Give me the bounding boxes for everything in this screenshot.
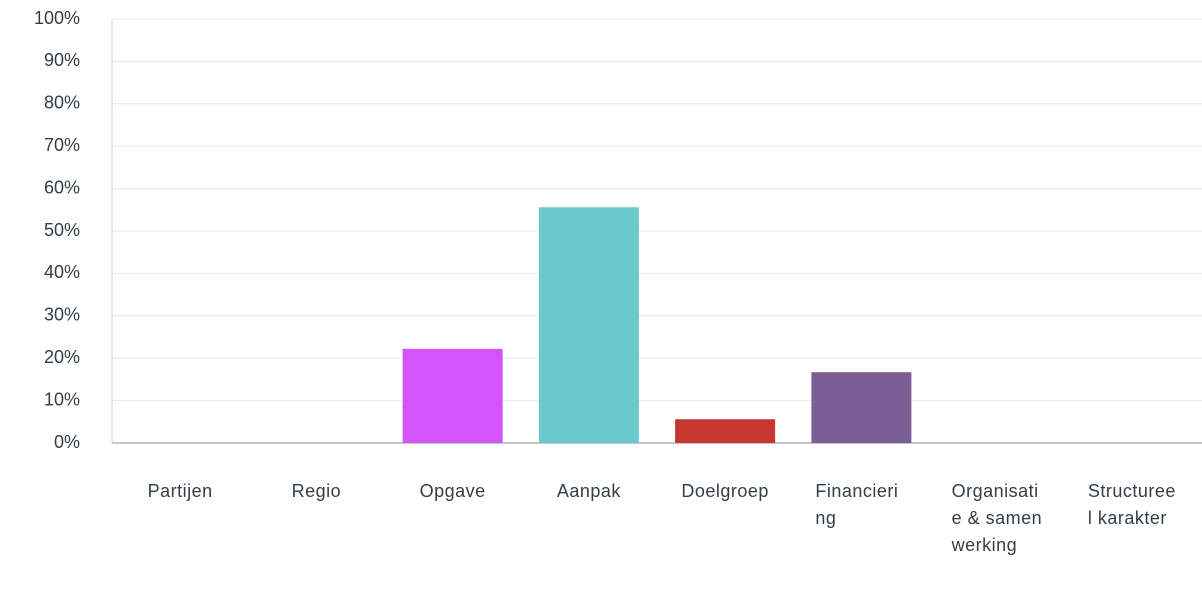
- x-tick-label-box: Opgave: [385, 478, 521, 505]
- y-tick-label: 60%: [44, 177, 80, 197]
- x-tick-label-box: Structureel karakter: [1066, 478, 1202, 532]
- x-tick-label: Opgave: [419, 481, 486, 501]
- y-tick-label: 90%: [44, 50, 80, 70]
- y-tick-label: 0%: [54, 432, 80, 452]
- y-tick-label: 80%: [44, 93, 80, 113]
- y-tick-label: 10%: [44, 389, 80, 409]
- x-tick-label: Organisatie & samenwerking: [951, 481, 1043, 555]
- x-tick-label: Structureel karakter: [1087, 481, 1176, 528]
- x-tick-label: Doelgroep: [681, 481, 769, 501]
- x-tick-label: Partijen: [147, 481, 213, 501]
- y-tick-label: 100%: [34, 8, 80, 28]
- y-tick-label: 20%: [44, 347, 80, 367]
- x-tick-label-box: Partijen: [112, 478, 248, 505]
- x-tick-label-box: Doelgroep: [657, 478, 793, 505]
- bar: [538, 207, 639, 443]
- bar: [811, 372, 912, 443]
- bar: [675, 419, 776, 443]
- x-tick-label-box: Aanpak: [521, 478, 657, 505]
- x-tick-label: Financiering: [815, 481, 899, 528]
- y-tick-label: 40%: [44, 262, 80, 282]
- x-tick-label-box: Regio: [248, 478, 384, 505]
- x-tick-label-box: Financiering: [793, 478, 929, 532]
- bar: [402, 348, 503, 443]
- x-tick-label: Regio: [291, 481, 342, 501]
- y-tick-label: 50%: [44, 220, 80, 240]
- x-tick-label: Aanpak: [556, 481, 621, 501]
- y-tick-label: 70%: [44, 135, 80, 155]
- y-tick-label: 30%: [44, 305, 80, 325]
- x-tick-label-box: Organisatie & samenwerking: [930, 478, 1066, 559]
